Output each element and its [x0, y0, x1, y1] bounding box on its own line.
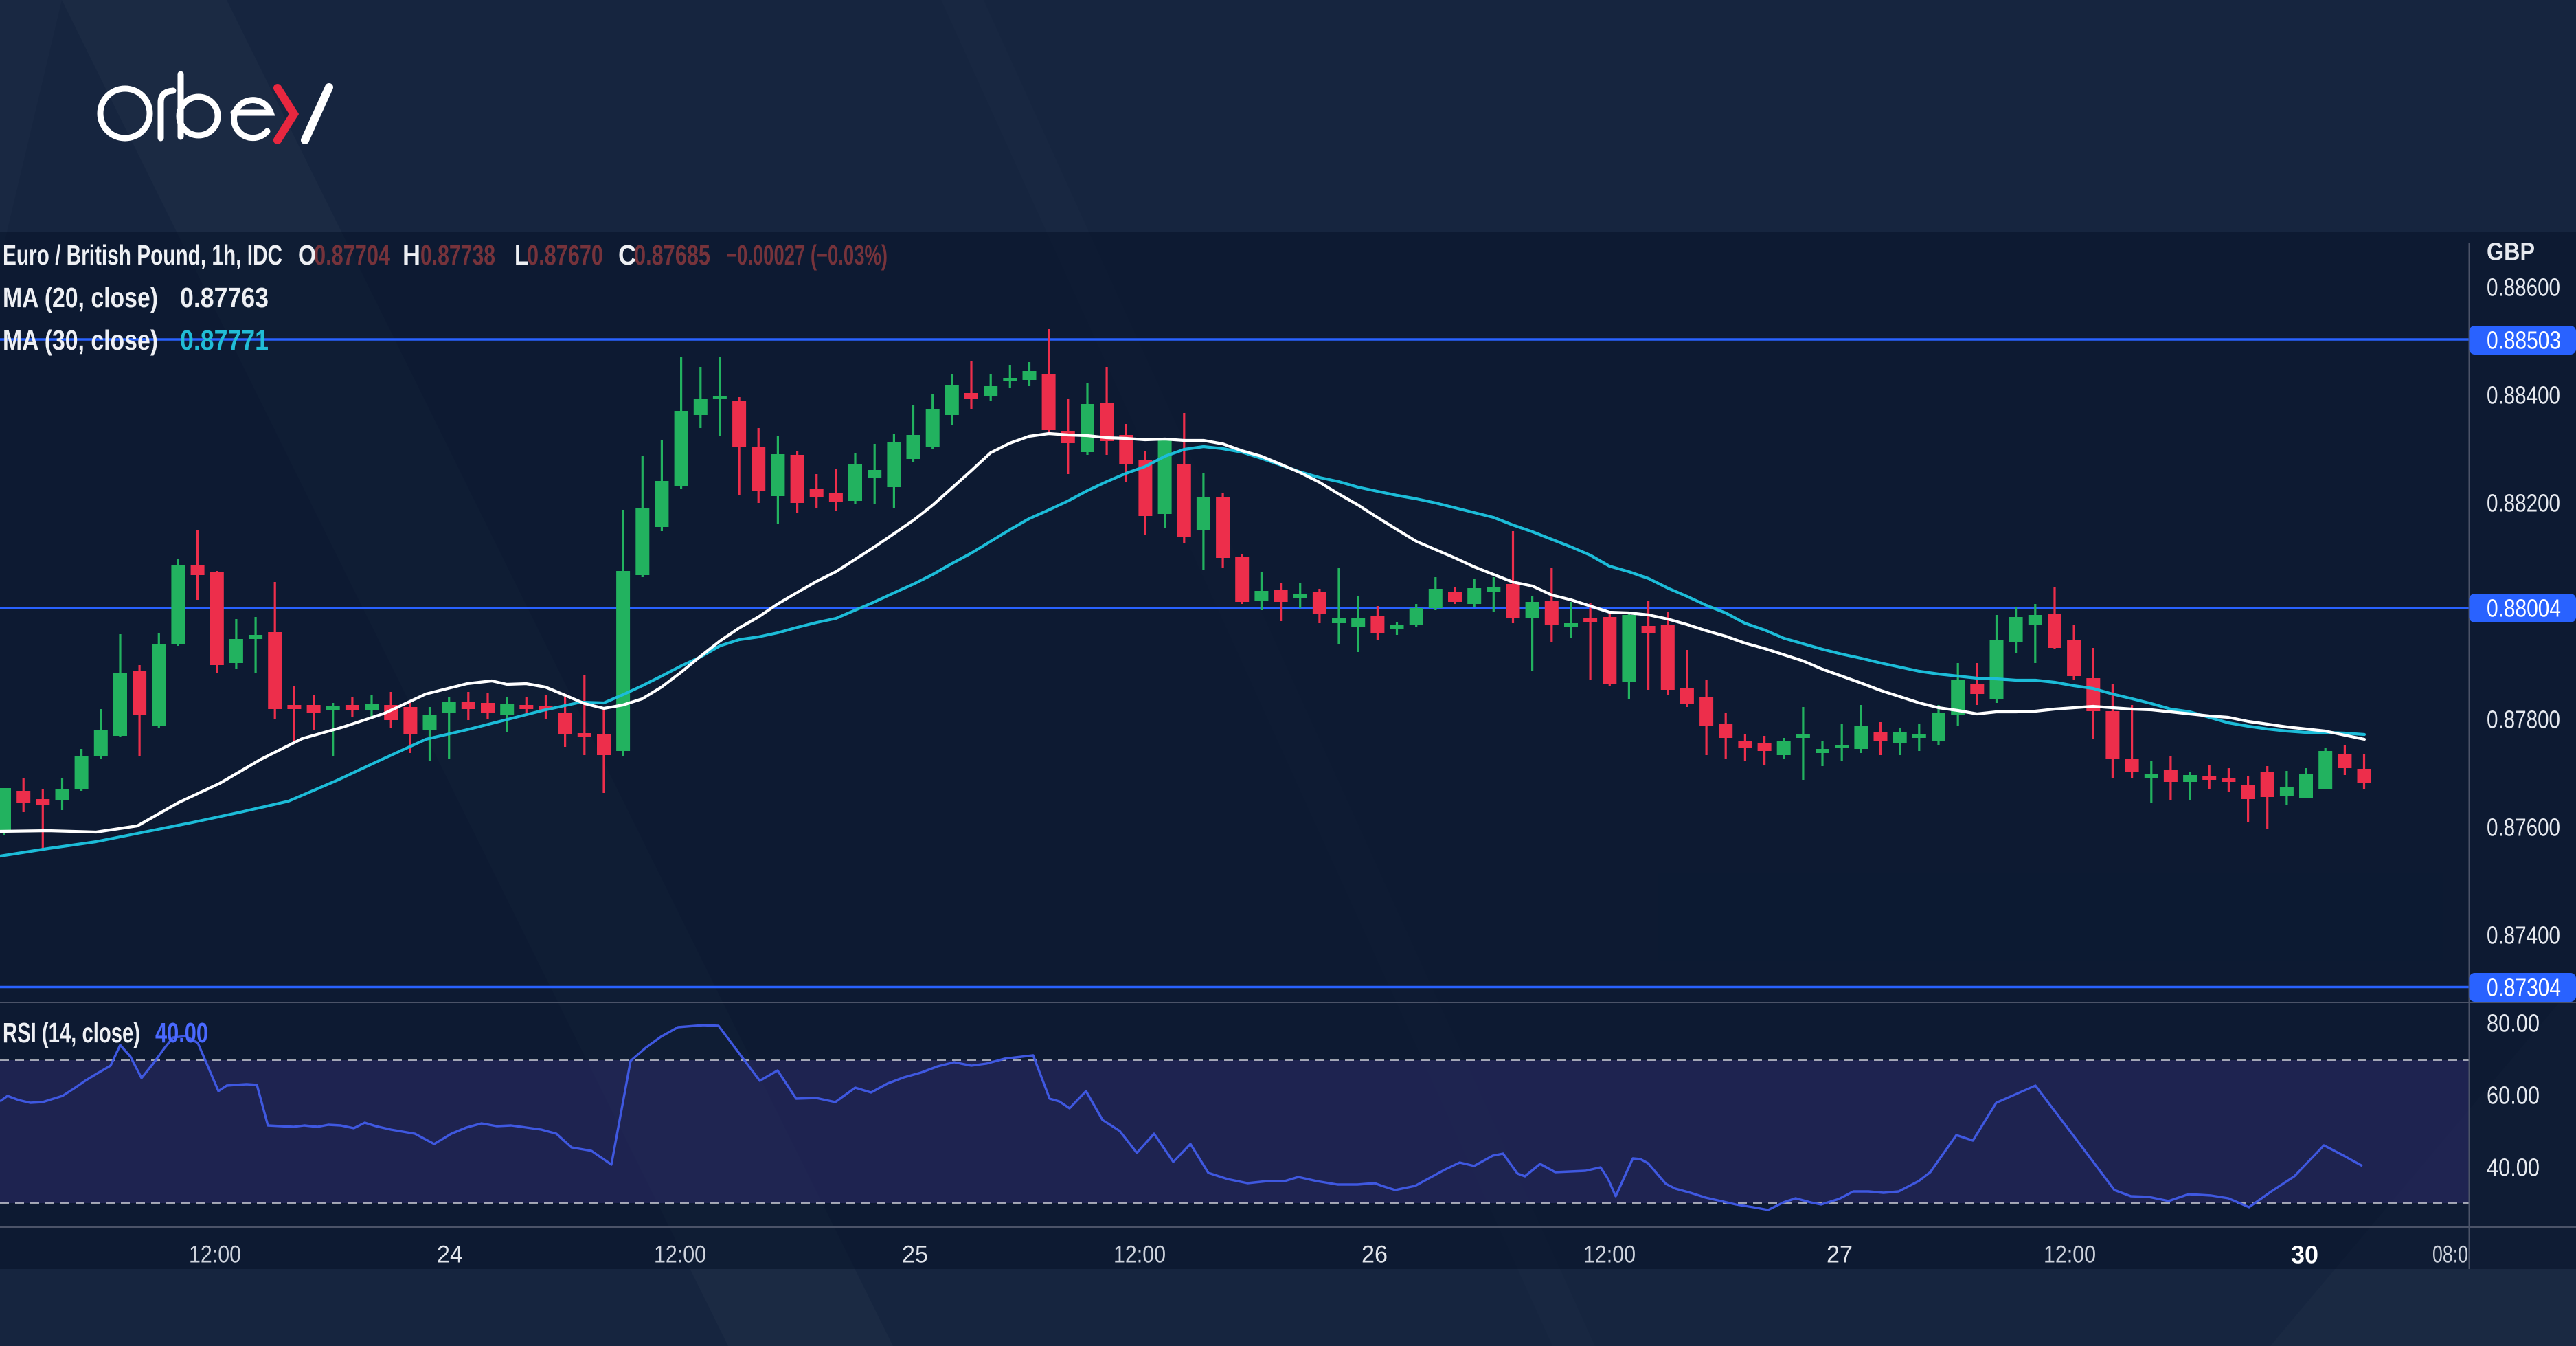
svg-text:0.87400: 0.87400	[2487, 921, 2560, 950]
svg-text:0.88400: 0.88400	[2487, 381, 2560, 410]
svg-text:H: H	[403, 239, 420, 271]
svg-text:0.87670: 0.87670	[527, 239, 603, 271]
svg-text:0.87771: 0.87771	[180, 324, 269, 356]
svg-text:L: L	[515, 239, 528, 271]
svg-text:12:00: 12:00	[189, 1242, 241, 1268]
svg-text:0.87738: 0.87738	[420, 239, 495, 271]
svg-text:−0.00027 (−0.03%): −0.00027 (−0.03%)	[726, 239, 888, 271]
svg-text:RSI (14, close): RSI (14, close)	[3, 1017, 140, 1048]
svg-text:O: O	[298, 239, 316, 271]
svg-text:0.87304: 0.87304	[2487, 974, 2561, 1002]
svg-text:MA (30, close): MA (30, close)	[3, 324, 158, 356]
svg-text:0.87800: 0.87800	[2487, 706, 2560, 734]
svg-text:12:00: 12:00	[654, 1242, 706, 1268]
svg-text:0.87600: 0.87600	[2487, 814, 2560, 842]
svg-text:24: 24	[437, 1242, 463, 1268]
svg-text:0.87763: 0.87763	[180, 282, 269, 313]
svg-text:27: 27	[1827, 1242, 1853, 1268]
svg-text:0.88004: 0.88004	[2487, 594, 2561, 622]
svg-text:Euro / British Pound, 1h, IDC: Euro / British Pound, 1h, IDC	[3, 239, 282, 271]
svg-text:MA (20, close): MA (20, close)	[3, 282, 158, 313]
svg-text:26: 26	[1362, 1242, 1388, 1268]
svg-text:40.00: 40.00	[155, 1017, 208, 1048]
svg-text:25: 25	[902, 1242, 928, 1268]
svg-text:08:0: 08:0	[2432, 1242, 2468, 1268]
svg-text:40.00: 40.00	[2487, 1154, 2540, 1182]
svg-text:GBP: GBP	[2487, 238, 2535, 266]
svg-text:0.88503: 0.88503	[2487, 326, 2561, 355]
svg-text:C: C	[618, 239, 636, 271]
svg-text:80.00: 80.00	[2487, 1009, 2540, 1037]
svg-text:0.87685: 0.87685	[634, 239, 710, 271]
svg-text:0.88200: 0.88200	[2487, 489, 2560, 517]
svg-text:60.00: 60.00	[2487, 1081, 2540, 1110]
svg-text:12:00: 12:00	[1114, 1242, 1166, 1268]
svg-text:30: 30	[2291, 1241, 2318, 1269]
svg-text:0.87704: 0.87704	[314, 239, 390, 271]
svg-text:12:00: 12:00	[2044, 1242, 2096, 1268]
svg-text:12:00: 12:00	[1583, 1242, 1636, 1268]
svg-text:0.88600: 0.88600	[2487, 273, 2560, 302]
